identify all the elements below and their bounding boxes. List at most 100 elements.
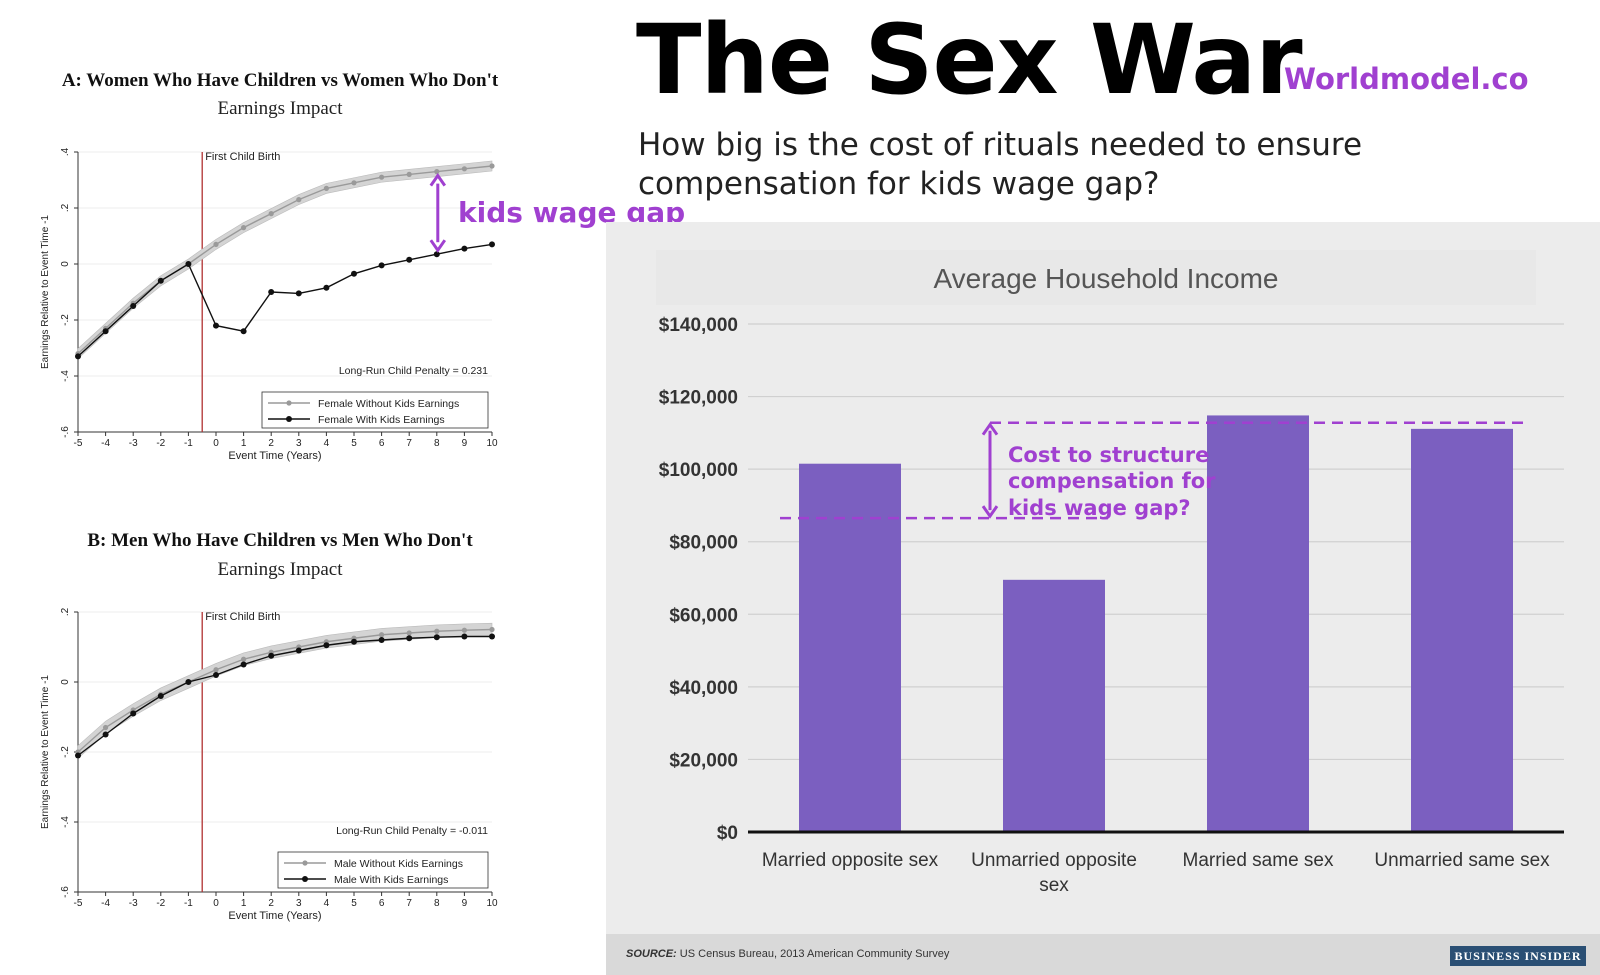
chart-a-series-2-point	[295, 290, 302, 297]
chart-b-x-tick-label: -1	[184, 898, 193, 909]
bar	[1207, 415, 1309, 832]
chart-a-series-1-point	[406, 171, 412, 177]
chart-a-gap-arrow-head-down	[429, 239, 447, 253]
chart-a-x-tick-label: 2	[268, 438, 274, 449]
bar-category-label: Unmarried opposite	[971, 850, 1137, 871]
chart-b-x-tick-label: 5	[351, 898, 357, 909]
chart-a-y-tick-label: .2	[60, 203, 71, 212]
bar-chart-y-tick-label: $40,000	[669, 678, 738, 699]
bar-category-label: Unmarried same sex	[1374, 850, 1550, 871]
chart-b-series-1-point	[406, 630, 412, 636]
chart-a-x-tick-label: 5	[351, 438, 357, 449]
chart-a-y-tick-label: 0	[60, 261, 71, 267]
bar-chart-y-tick-label: $60,000	[669, 605, 738, 626]
chart-b-x-tick-label: -2	[156, 898, 165, 909]
brand-link[interactable]: Worldmodel.co	[1284, 62, 1529, 96]
source-value: US Census Bureau, 2013 American Communit…	[679, 948, 950, 960]
bar-chart-y-tick-label: $80,000	[669, 533, 738, 554]
chart-b-legend-entry: Male With Kids Earnings	[334, 874, 448, 886]
chart-a-x-tick-label: -3	[129, 438, 138, 449]
chart-b-series-2-point	[268, 652, 275, 659]
cost-annotation: Cost to structure compensation for kids …	[1008, 443, 1216, 520]
chart-b-x-tick-label: 0	[213, 898, 219, 909]
chart-a-series-2-point	[213, 322, 219, 329]
chart-a-y-axis-label: Earnings Relative to Event Time -1	[40, 215, 51, 369]
chart-a-x-tick-label: 7	[406, 438, 412, 449]
chart-b-penalty-label: Long-Run Child Penalty = -0.011	[336, 825, 488, 837]
chart-b-x-tick-label: 1	[241, 898, 247, 909]
chart-b-legend-marker	[302, 860, 308, 866]
chart-b-series-2-point	[433, 634, 440, 641]
chart-b-series-2-point	[295, 647, 302, 654]
chart-a-x-tick-label: -2	[156, 438, 165, 449]
chart-b-x-tick-label: 6	[379, 898, 385, 909]
chart-b-series-2-point	[130, 710, 137, 717]
chart-b-subtitle: Earnings Impact	[217, 559, 343, 580]
chart-b-series-2-point	[157, 693, 164, 699]
cost-gap-arrow-head-down	[981, 505, 999, 519]
chart-a-series-2-point	[157, 277, 164, 284]
chart-a-series-1-point	[268, 211, 274, 217]
chart-a-title: A: Women Who Have Children vs Women Who …	[61, 70, 499, 91]
chart-b-x-tick-label: 3	[296, 898, 302, 909]
chart-b-series-2-point	[489, 633, 495, 640]
chart-a: .4 .2 0 -.2 -.4 -.6-5 -4 -3 -2 -1 0 1 2 3 4 5 6 7 8 9 10 Even…	[40, 147, 498, 462]
bar-chart: Average Household Income $0 $20,000 $40,000…	[656, 250, 1564, 896]
page-subtitle: How big is the cost of rituals needed to…	[638, 127, 1363, 202]
bar-category-label: sex	[1039, 875, 1069, 896]
chart-a-legend-marker	[286, 416, 292, 422]
chart-a-series-2-point	[185, 261, 192, 267]
chart-b-series-1-point	[434, 628, 440, 634]
chart-a-confidence-band	[77, 160, 493, 360]
chart-a-series-1-point	[379, 174, 385, 180]
chart-a-legend-marker	[286, 400, 292, 406]
chart-a-x-tick-label: 8	[434, 438, 440, 449]
chart-a-y-tick-label: .4	[60, 147, 71, 156]
chart-b-series-1-point	[461, 627, 467, 633]
chart-a-series-1-point	[323, 185, 329, 191]
chart-a-x-tick-label: -5	[74, 438, 83, 449]
chart-a-x-axis-label: Event Time (Years)	[228, 450, 321, 462]
chart-b-series-2-point	[461, 633, 468, 640]
chart-b-series-1-point	[379, 632, 385, 638]
chart-a-series-2-point	[102, 328, 109, 335]
chart-b-x-tick-label: -4	[101, 898, 110, 909]
chart-b-series-1-point	[241, 656, 247, 662]
chart-b-x-tick-label: 8	[434, 898, 440, 909]
chart-a-series-2-point	[323, 284, 330, 291]
chart-b-y-tick-label: 0	[60, 679, 71, 685]
chart-b-legend	[277, 851, 489, 889]
chart-a-penalty-label: Long-Run Child Penalty = 0.231	[339, 365, 488, 377]
chart-a-y-tick-label: -.4	[60, 370, 71, 382]
bar-chart-y-tick-label: $0	[717, 823, 738, 844]
chart-a-x-tick-label: 10	[486, 438, 498, 449]
chart-a-series-1-point	[461, 166, 467, 172]
chart-a-legend	[261, 391, 489, 429]
chart-b-y-axis-label: Earnings Relative to Event Time -1	[40, 675, 51, 829]
chart-a-x-tick-label: 6	[379, 438, 385, 449]
chart-a-series-1-point	[351, 180, 357, 186]
chart-a-series-2-point	[433, 251, 440, 258]
bar-chart-y-tick-label: $20,000	[669, 750, 738, 771]
chart-b-y-tick-label: -.2	[60, 746, 71, 758]
chart-a-series-line-2	[77, 243, 493, 357]
chart-b-series-2-point	[75, 752, 81, 759]
chart-a-series-line-1	[77, 165, 493, 355]
chart-a-series-2-point	[406, 256, 413, 263]
chart-a-legend-entry: Female Without Kids Earnings	[318, 398, 459, 410]
chart-a-subtitle: Earnings Impact	[217, 98, 343, 119]
chart-a-series-1-point	[296, 197, 302, 203]
chart-a-y-tick-label: -.6	[60, 426, 71, 438]
chart-a-series-2-point	[461, 245, 468, 252]
bar	[1003, 579, 1105, 832]
chart-a-x-tick-label: 3	[296, 438, 302, 449]
chart-b-series-2-point	[185, 679, 192, 685]
business-insider-logo: BUSINESS INSIDER	[1450, 946, 1586, 966]
chart-a-x-tick-label: 9	[462, 438, 468, 449]
chart-b-x-tick-label: 9	[462, 898, 468, 909]
chart-b: .2 0 -.2 -.4 -.6-5 -4 -3 -2 -1 0 1 2 3 4 5 6 7 8 9 10 Event …	[40, 607, 498, 922]
chart-b-series-1-point	[103, 724, 109, 731]
bar-chart-y-tick-label: $140,000	[659, 315, 738, 336]
chart-a-x-tick-label: 0	[213, 438, 219, 449]
chart-b-series-2-point	[213, 672, 219, 678]
